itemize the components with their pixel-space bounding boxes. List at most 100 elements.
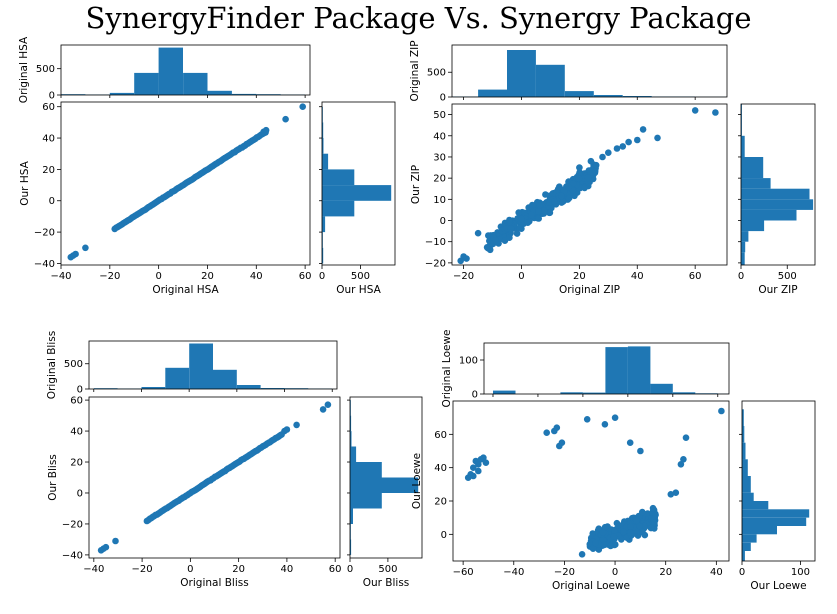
zip-right-hist-label: Our ZIP	[758, 284, 797, 296]
loewe-right-hist-frame	[741, 400, 816, 562]
zip-data-point	[506, 234, 513, 241]
zip-data-point	[559, 198, 567, 205]
loewe-data-point	[599, 536, 607, 543]
loewe-right-hist-bar	[742, 459, 748, 476]
loewe-data-point	[607, 542, 614, 550]
zip-data-point	[528, 211, 535, 219]
bliss-top-hist-y-tick-label: 500	[64, 359, 83, 370]
hsa-y-label: Our HSA	[19, 160, 31, 205]
zip-y-tick-label: 20	[433, 174, 446, 185]
zip-data-point	[551, 198, 558, 205]
loewe-y-tick-label: 40	[434, 463, 447, 474]
zip-right-hist-bar	[741, 135, 745, 157]
loewe-right-hist-x-tick-label: 0	[739, 567, 745, 578]
loewe-data-point	[583, 416, 591, 423]
bliss-panel: −40 −20 0 20 40 60 −40 −20 0 20 40 60 Original Bliss…	[46, 331, 423, 589]
zip-right-hist-bar	[741, 241, 746, 253]
zip-top-hist-label: Original ZIP	[409, 40, 421, 101]
zip-top-hist-bar	[507, 50, 536, 97]
loewe-data-point	[641, 522, 648, 530]
zip-data-point	[634, 136, 641, 144]
zip-data-point	[712, 109, 719, 116]
loewe-main-frame	[452, 400, 730, 562]
zip-right-hist-bar	[741, 188, 810, 200]
loewe-top-hist: 0 100 Original Loewe	[441, 329, 730, 408]
loewe-data-point	[470, 472, 477, 480]
zip-y-tick-label: 50	[433, 110, 446, 121]
zip-data-point	[540, 207, 548, 215]
loewe-right-hist-bar	[742, 509, 810, 518]
bliss-data-point	[283, 426, 291, 433]
hsa-right-hist-bar	[322, 153, 329, 170]
bliss-y-label: Our Bliss	[47, 454, 59, 501]
hsa-top-hist-bar	[109, 92, 135, 95]
bliss-top-hist-bar	[189, 343, 213, 389]
zip-data-point	[587, 157, 595, 165]
zip-right-hist-bar	[741, 178, 771, 189]
zip-data-point	[516, 224, 523, 232]
loewe-data-point	[667, 491, 675, 498]
bliss-y-tick-label: −20	[62, 519, 83, 530]
zip-right-hist-bar	[741, 231, 749, 242]
zip-data-point	[619, 143, 627, 150]
bliss-right-hist-frame	[349, 396, 423, 559]
loewe-right-hist-bar	[742, 426, 745, 443]
zip-right-hist-bar	[741, 199, 814, 210]
zip-data-point	[485, 232, 492, 239]
hsa-right-hist-bar	[322, 200, 355, 217]
loewe-data-point	[470, 464, 477, 472]
zip-top-hist-bar	[593, 95, 623, 97]
loewe-data-point	[482, 459, 490, 467]
zip-data-point	[517, 215, 525, 223]
bliss-top-hist-frame	[88, 340, 338, 390]
zip-right-hist-bar	[741, 104, 742, 136]
bliss-main-frame	[88, 396, 341, 559]
zip-x-label: Original ZIP	[559, 284, 620, 296]
loewe-x-tick-label: −20	[554, 567, 575, 578]
zip-data-point	[513, 230, 521, 237]
zip-data-point	[581, 184, 588, 192]
loewe-right-hist-bar	[742, 442, 746, 460]
zip-data-point	[592, 161, 600, 169]
hsa-top-hist-bar	[207, 90, 232, 95]
bliss-y-tick-label: 60	[70, 396, 83, 407]
loewe-top-hist-bar	[560, 392, 583, 394]
bliss-top-hist-y-tick-label: 0	[77, 385, 83, 396]
loewe-top-hist-bar	[627, 346, 651, 394]
loewe-data-point	[652, 511, 659, 519]
zip-data-point	[558, 192, 565, 200]
zip-data-point	[599, 153, 606, 161]
hsa-x-tick-label: 60	[299, 271, 312, 282]
hsa-top-hist-label: Original HSA	[18, 36, 30, 103]
hsa-data-point	[282, 115, 289, 123]
zip-data-point	[492, 236, 499, 244]
hsa-right-hist-bar	[322, 216, 326, 233]
loewe-right-hist-bar	[742, 542, 751, 551]
zip-x-tick-label: −20	[453, 271, 474, 282]
loewe-top-hist-y-tick-label: 0	[472, 390, 478, 401]
zip-data-point	[524, 219, 532, 226]
zip-data-point	[654, 134, 661, 142]
loewe-right-hist: 0 100 Our Loewe	[739, 400, 816, 592]
bliss-right-hist-bar	[350, 539, 352, 555]
zip-right-hist-x-tick-label: 0	[738, 271, 744, 282]
zip-top-hist-bar	[535, 64, 565, 97]
bliss-right-hist-bar	[350, 493, 382, 509]
zip-top-hist-frame	[451, 44, 728, 98]
loewe-data-point	[620, 528, 627, 536]
loewe-y-label: Our Loewe	[411, 453, 423, 509]
loewe-y-tick-label: 20	[434, 497, 447, 508]
loewe-right-hist-bar	[742, 517, 807, 526]
bliss-y-tick-label: 0	[77, 488, 83, 499]
loewe-right-hist-bar	[742, 534, 757, 543]
zip-data-point	[486, 246, 494, 254]
loewe-top-hist-bar	[650, 383, 673, 394]
zip-data-point	[529, 201, 536, 209]
bliss-y-tick-label: 20	[70, 458, 83, 469]
bliss-data-point	[102, 543, 110, 551]
loewe-right-hist-bar	[742, 409, 744, 426]
bliss-right-hist-x-tick-label: 500	[378, 564, 397, 575]
bliss-right-hist-bar	[350, 462, 382, 478]
zip-data-point	[536, 201, 543, 209]
